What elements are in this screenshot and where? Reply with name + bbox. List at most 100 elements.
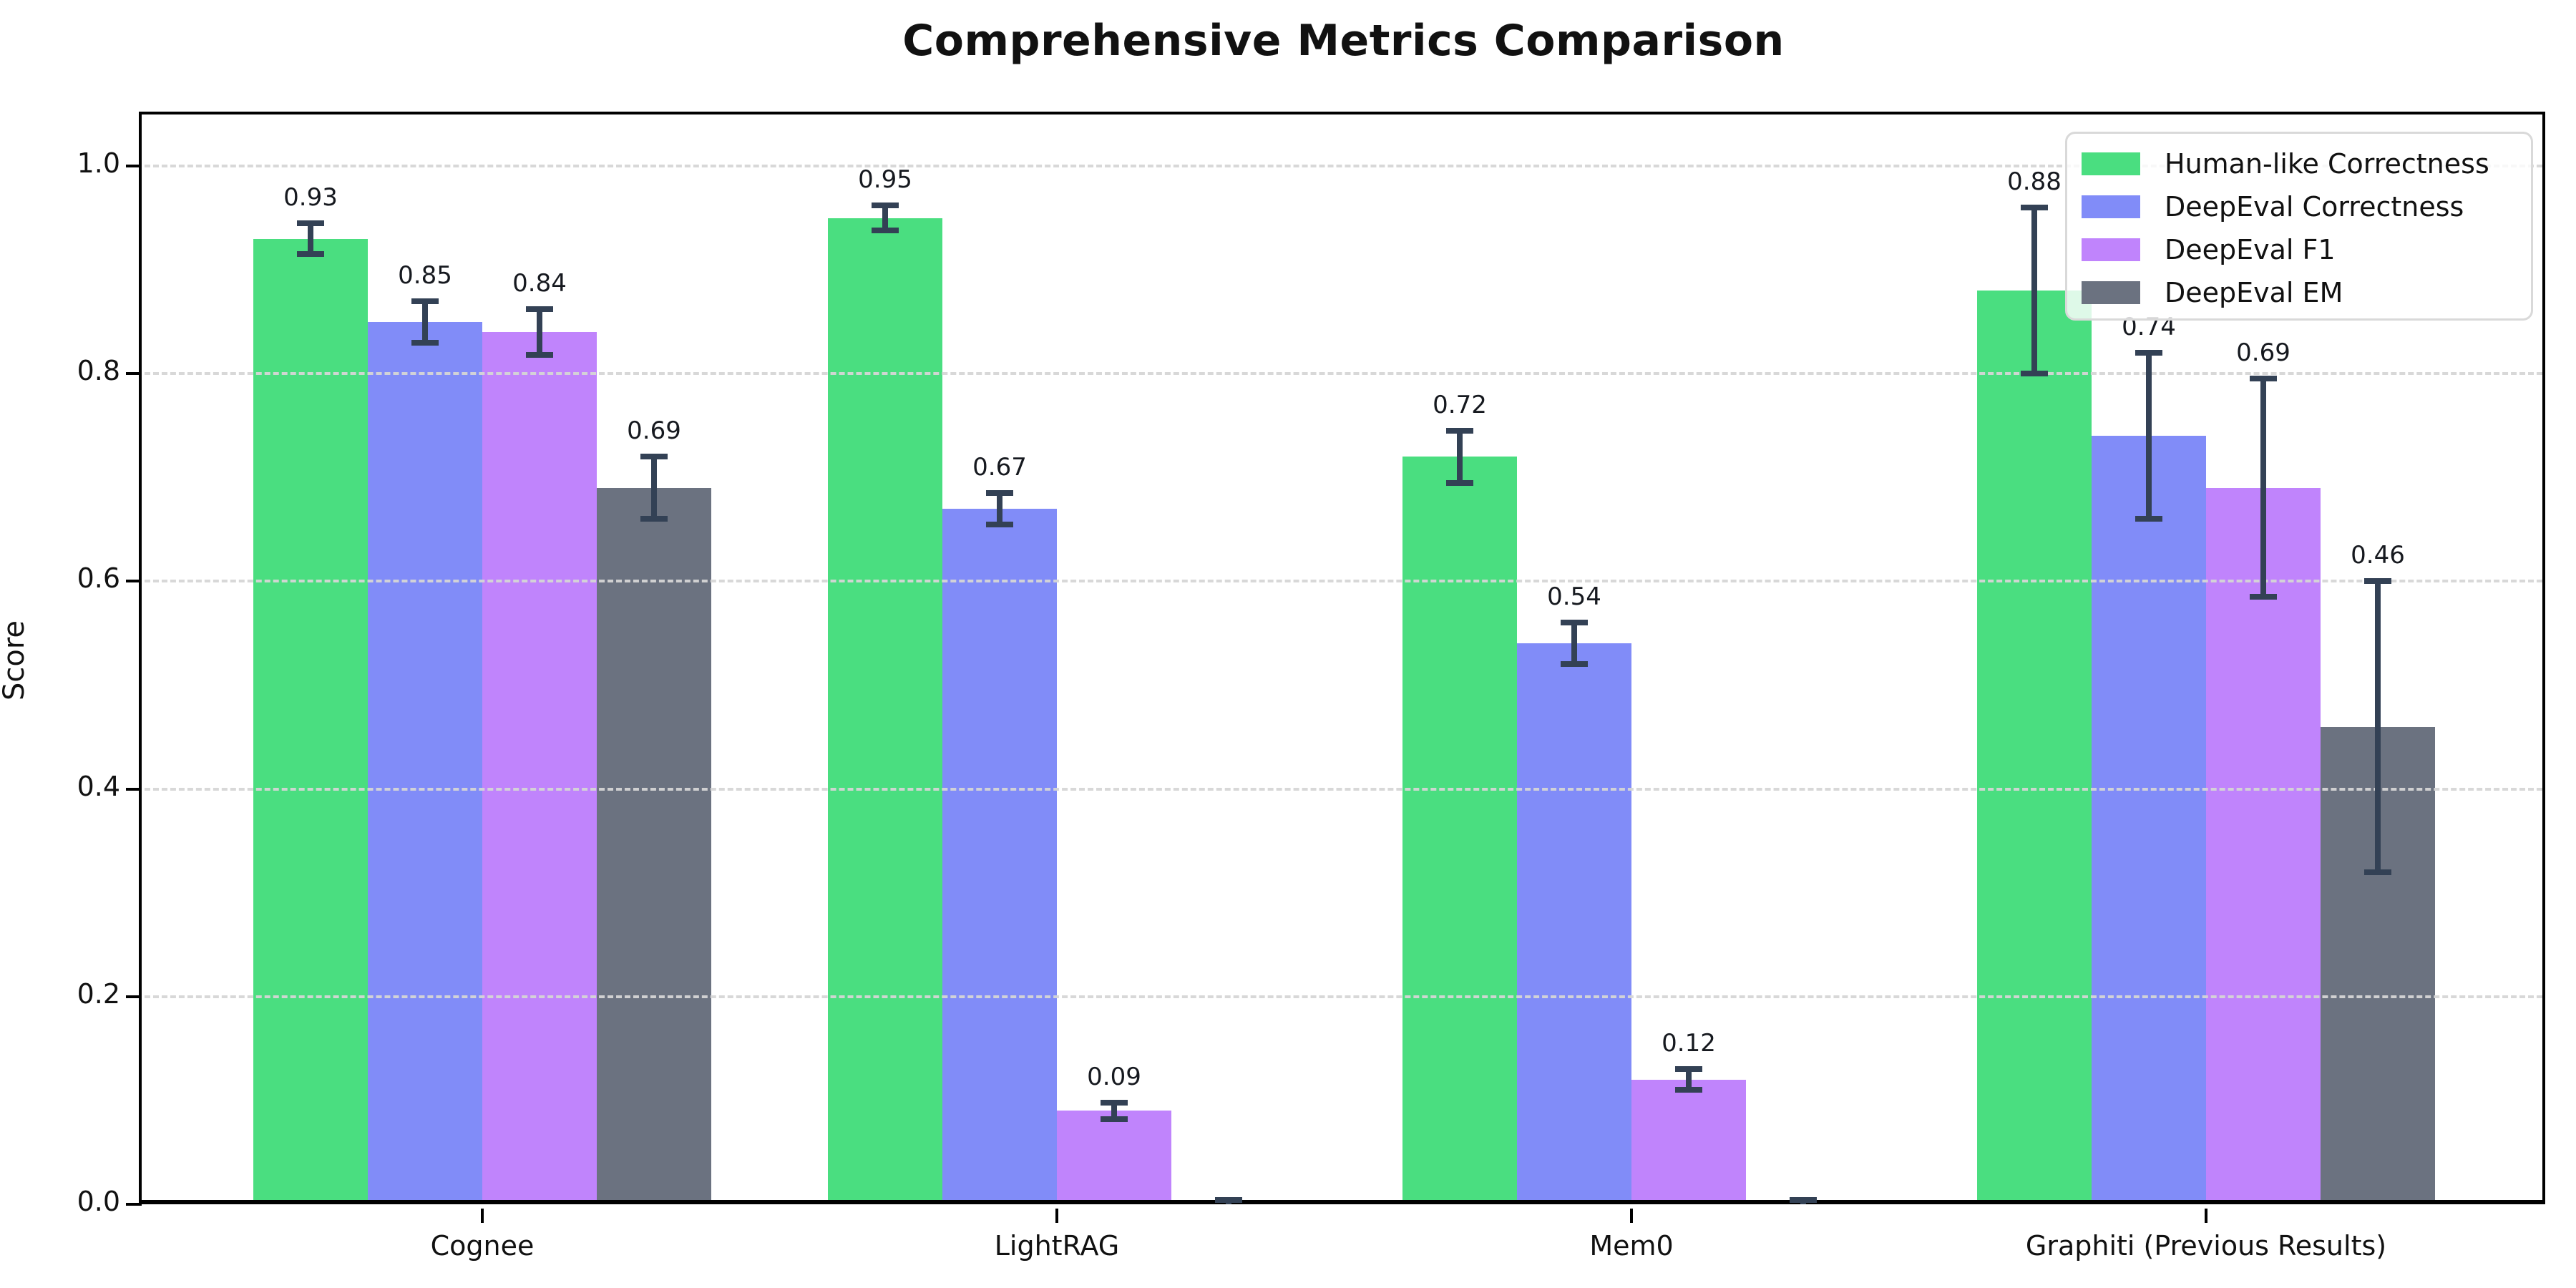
x-tick-label: Graphiti (Previous Results): [2025, 1230, 2387, 1262]
error-bar-cap: [1215, 1197, 1242, 1204]
y-tick: [126, 787, 142, 791]
value-label: 0.93: [283, 182, 338, 212]
bar: [597, 487, 711, 1204]
error-bar-cap: [1561, 620, 1588, 626]
error-bar-cap: [2364, 578, 2391, 585]
y-axis-label: Score: [0, 620, 31, 701]
legend: Human-like Correctness DeepEval Correctne…: [2065, 132, 2533, 321]
gridline: [145, 165, 2542, 167]
legend-label: Human-like Correctness: [2165, 148, 2489, 180]
error-bar-cap: [872, 203, 899, 209]
error-bar-cap: [640, 454, 668, 460]
bar: [828, 218, 942, 1204]
x-tick-label: Cognee: [430, 1230, 535, 1262]
value-label: 0.67: [972, 453, 1027, 482]
error-bar: [2260, 379, 2266, 597]
value-label: 0.69: [2236, 338, 2290, 368]
error-bar-cap: [986, 490, 1013, 497]
y-tick: [126, 995, 142, 998]
legend-item: DeepEval Correctness: [2082, 185, 2531, 228]
error-bar-cap: [640, 516, 668, 522]
y-tick: [126, 580, 142, 583]
value-label: 0.88: [2007, 167, 2062, 197]
error-bar: [882, 205, 888, 230]
bar: [1402, 457, 1517, 1204]
value-label: 0.46: [2351, 541, 2405, 570]
bar: [1057, 1111, 1171, 1204]
x-tick: [481, 1209, 484, 1223]
error-bar-cap: [1675, 1066, 1702, 1073]
legend-swatch: [2082, 238, 2140, 261]
error-bar-cap: [526, 352, 553, 358]
error-bar-cap: [526, 306, 553, 313]
error-bar-cap: [2135, 350, 2162, 356]
bar: [2092, 436, 2206, 1204]
bar: [253, 238, 368, 1204]
error-bar-cap: [2364, 869, 2391, 875]
error-bar-cap: [986, 521, 1013, 527]
value-label: 0.09: [1087, 1062, 1141, 1091]
error-bar-cap: [2021, 371, 2048, 377]
gridline: [145, 787, 2542, 791]
error-bar: [2146, 353, 2152, 519]
y-tick: [126, 165, 142, 167]
value-label: 0.12: [1662, 1029, 1716, 1058]
error-bar: [422, 301, 428, 343]
y-tick: [126, 372, 142, 376]
gridline: [145, 372, 2542, 376]
bar: [1977, 291, 2092, 1204]
error-bar-cap: [1101, 1099, 1128, 1106]
legend-item: DeepEval EM: [2082, 271, 2531, 314]
y-tick-label: 0.4: [77, 770, 120, 802]
gridline: [145, 995, 2542, 998]
error-bar-cap: [2250, 594, 2277, 600]
x-tick: [1055, 1209, 1058, 1223]
bar: [1517, 643, 1631, 1204]
x-tick-label: LightRAG: [994, 1230, 1120, 1262]
legend-label: DeepEval EM: [2165, 277, 2343, 308]
error-bar-cap: [297, 251, 324, 258]
error-bar: [1457, 431, 1463, 483]
value-label: 0.69: [627, 416, 681, 446]
error-bar-cap: [1790, 1197, 1817, 1204]
bar: [368, 321, 482, 1204]
y-tick-label: 0.2: [77, 977, 120, 1010]
error-bar: [1686, 1069, 1692, 1091]
y-tick: [126, 1203, 142, 1206]
legend-label: DeepEval Correctness: [2165, 191, 2464, 223]
bar: [482, 332, 597, 1204]
legend-label: DeepEval F1: [2165, 234, 2336, 265]
legend-item: Human-like Correctness: [2082, 142, 2531, 185]
legend-swatch: [2082, 152, 2140, 175]
legend-item: DeepEval F1: [2082, 228, 2531, 271]
y-tick-label: 0.0: [77, 1186, 120, 1217]
error-bar: [2031, 208, 2037, 374]
error-bar-cap: [2250, 376, 2277, 382]
error-bar: [2375, 581, 2381, 872]
error-bar: [537, 309, 542, 356]
error-bar-cap: [1446, 428, 1473, 434]
error-bar: [651, 457, 657, 519]
error-bar-cap: [1101, 1116, 1128, 1123]
value-label: 0.72: [1433, 391, 1487, 419]
value-label: 0.54: [1547, 582, 1601, 612]
error-bar-cap: [872, 227, 899, 233]
chart-title: Comprehensive Metrics Comparison: [902, 16, 1785, 66]
legend-swatch: [2082, 195, 2140, 218]
y-tick-label: 0.8: [77, 355, 120, 387]
value-label: 0.85: [398, 260, 452, 290]
legend-swatch: [2082, 281, 2140, 304]
bar: [942, 508, 1057, 1204]
error-bar-cap: [411, 298, 439, 304]
error-bar-cap: [2021, 205, 2048, 211]
error-bar-cap: [1561, 661, 1588, 668]
error-bar-cap: [1446, 479, 1473, 486]
bar: [1631, 1079, 1746, 1204]
error-bar-cap: [411, 339, 439, 346]
error-bar: [997, 493, 1002, 525]
value-label: 0.95: [858, 165, 912, 195]
x-tick: [1630, 1209, 1633, 1223]
error-bar-cap: [1675, 1087, 1702, 1093]
x-tick-label: Mem0: [1589, 1230, 1674, 1262]
